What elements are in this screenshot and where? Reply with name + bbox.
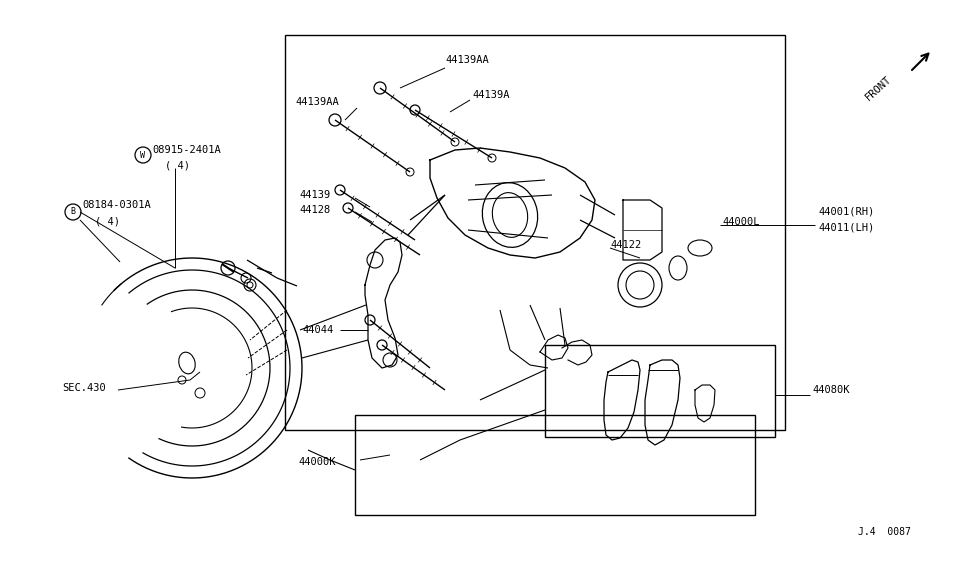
- Text: ( 4): ( 4): [95, 217, 120, 227]
- Bar: [355, 415, 755, 515]
- Bar: [285, 35, 785, 430]
- Text: 44080K: 44080K: [812, 385, 849, 395]
- Text: SEC.430: SEC.430: [62, 383, 105, 393]
- Text: J.4  0087: J.4 0087: [858, 527, 911, 537]
- Bar: [545, 345, 775, 437]
- Text: 44139AA: 44139AA: [295, 97, 338, 107]
- Text: 08915-2401A: 08915-2401A: [152, 145, 220, 155]
- Text: ( 4): ( 4): [165, 160, 190, 170]
- Text: 44000K: 44000K: [298, 457, 335, 467]
- Text: 44139A: 44139A: [472, 90, 510, 100]
- Text: 44044: 44044: [302, 325, 333, 335]
- Text: 44139AA: 44139AA: [445, 55, 488, 65]
- Text: 44122: 44122: [610, 240, 642, 250]
- Text: 44000L: 44000L: [722, 217, 760, 227]
- Text: W: W: [140, 151, 145, 160]
- Text: 44139: 44139: [299, 190, 331, 200]
- Text: 44128: 44128: [299, 205, 331, 215]
- Text: 44001(RH): 44001(RH): [818, 207, 875, 217]
- Text: FRONT: FRONT: [863, 74, 893, 102]
- Text: 08184-0301A: 08184-0301A: [82, 200, 151, 210]
- Text: B: B: [70, 208, 75, 217]
- Text: 44011(LH): 44011(LH): [818, 223, 875, 233]
